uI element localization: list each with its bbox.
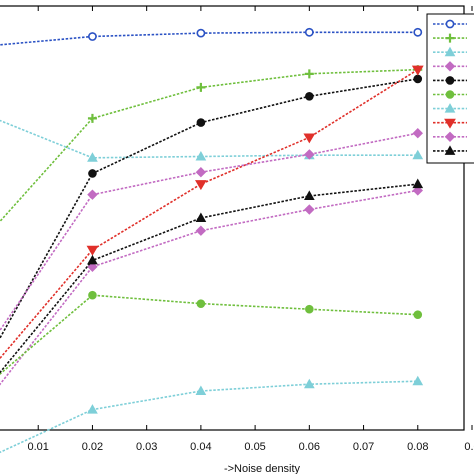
x-tick-label: 0.02 (82, 441, 103, 453)
data-point (196, 118, 206, 127)
data-point (87, 404, 98, 414)
data-point (196, 82, 206, 92)
series-line (0, 294, 418, 376)
data-point (304, 204, 315, 215)
legend-marker (445, 19, 455, 29)
legend (426, 13, 474, 164)
data-point (88, 169, 97, 178)
legend-entry-9 (433, 131, 467, 143)
data-point (195, 225, 207, 236)
series-line (0, 78, 418, 340)
series-line (0, 189, 418, 386)
plot-frame (0, 5, 465, 431)
legend-marker (445, 90, 455, 99)
legend-entry-1 (433, 19, 467, 29)
data-point (303, 378, 315, 389)
series-line (0, 380, 418, 454)
data-point (195, 212, 207, 222)
data-point (412, 375, 424, 386)
legend-entry-2 (433, 33, 467, 43)
x-axis-title: ->Noise density (224, 463, 301, 474)
data-point (412, 127, 423, 139)
data-point (87, 189, 98, 200)
legend-marker (444, 103, 456, 113)
x-tick-label: 0.03 (136, 441, 157, 453)
data-point (304, 27, 314, 37)
series-4 (0, 185, 423, 386)
legend-entry-4 (433, 61, 467, 72)
legend-entry-7 (433, 103, 467, 113)
legend-entry-8 (433, 118, 467, 129)
data-point (195, 385, 207, 395)
series-8 (0, 65, 424, 360)
series-line (0, 31, 418, 46)
plot-axes: 0.01 0.02 0.03 0.04 0.05 0.06 0.07 0.08 0.0 (0, 5, 474, 453)
x-tick-label: 0.01 (28, 441, 49, 453)
series-line (0, 183, 418, 374)
data-point (195, 167, 207, 178)
series-line (0, 132, 418, 332)
data-point (305, 304, 314, 314)
series-9 (0, 127, 423, 332)
data-point (86, 245, 99, 256)
data-point (195, 180, 207, 191)
x-tick-label: 0.08 (407, 441, 428, 453)
data-point (87, 152, 98, 162)
x-tick-label: 0.05 (244, 441, 265, 453)
series-10 (0, 178, 424, 374)
x-tick-label: 0.04 (190, 441, 211, 453)
data-point (196, 299, 206, 308)
data-point (413, 27, 423, 37)
legend-marker (444, 131, 456, 143)
x-tick-label: 0.0 (464, 441, 474, 453)
legend-marker (444, 61, 456, 72)
series-group (0, 27, 424, 454)
data-point (88, 32, 97, 41)
series-line (0, 68, 419, 360)
data-point (195, 151, 207, 161)
data-point (303, 133, 316, 144)
legend-marker (444, 46, 456, 57)
legend-marker (445, 33, 455, 43)
data-point (88, 290, 97, 300)
series-6 (0, 290, 423, 376)
data-point (412, 178, 424, 189)
data-point (196, 28, 206, 38)
data-point (305, 92, 314, 101)
legend-marker (444, 118, 456, 129)
data-point (413, 74, 423, 84)
data-point (87, 261, 98, 272)
series-7 (0, 375, 424, 454)
series-1 (0, 27, 423, 46)
legend-marker (444, 145, 456, 155)
data-point (304, 149, 315, 160)
legend-entry-6 (433, 90, 467, 99)
x-tick-label: 0.07 (353, 441, 374, 453)
legend-entry-10 (433, 145, 467, 155)
data-point (304, 69, 314, 79)
legend-entry-5 (433, 76, 467, 85)
data-point (303, 190, 315, 200)
data-point (87, 254, 98, 265)
x-tick-label: 0.06 (299, 441, 320, 453)
series-3 (0, 119, 424, 162)
series-2 (0, 65, 423, 223)
data-point (413, 310, 423, 319)
data-point (412, 185, 423, 196)
series-line (0, 119, 418, 159)
legend-entry-3 (433, 46, 467, 57)
data-point (87, 113, 97, 123)
legend-marker (445, 76, 455, 85)
data-point (412, 149, 424, 160)
data-point (411, 65, 424, 76)
series-5 (0, 74, 423, 340)
